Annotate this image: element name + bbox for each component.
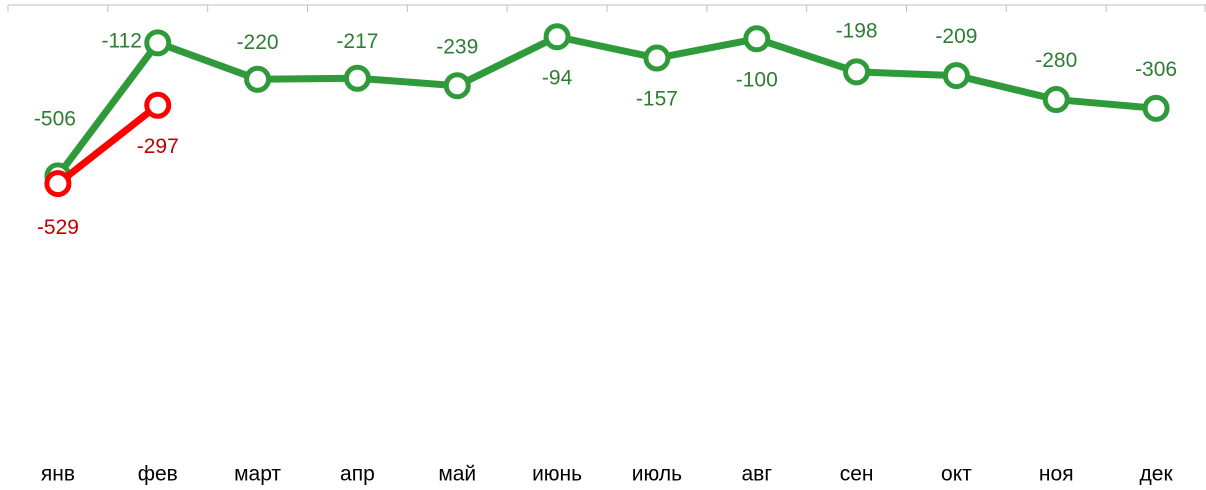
data-point: [543, 23, 571, 51]
data-point: [144, 29, 172, 57]
data-point: [843, 58, 871, 86]
x-tick-label: сен: [840, 463, 874, 486]
data-point: [743, 25, 771, 53]
x-tick-label: авг: [742, 463, 773, 486]
data-label: -217: [336, 30, 378, 53]
data-label: -94: [542, 66, 573, 89]
data-label: -198: [836, 19, 878, 42]
data-point: [1142, 94, 1170, 122]
data-label: -506: [34, 107, 76, 130]
data-label: -209: [935, 25, 977, 48]
data-label: -306: [1135, 58, 1177, 81]
x-tick-label: июнь: [532, 463, 582, 486]
data-label: -100: [736, 68, 778, 91]
data-label: -220: [237, 31, 279, 54]
data-point: [643, 44, 671, 72]
series-line: [55, 102, 160, 187]
data-label: -280: [1035, 49, 1077, 72]
x-tick-label: окт: [941, 463, 972, 486]
data-label: -239: [436, 35, 478, 58]
x-tick-label: дек: [1140, 463, 1174, 486]
data-point: [942, 62, 970, 90]
x-tick-label: янв: [41, 463, 75, 486]
data-label: -112: [102, 29, 142, 52]
x-tick-label: фев: [138, 463, 178, 486]
x-tick-label: ноя: [1039, 463, 1074, 486]
data-point: [44, 170, 72, 198]
data-point: [244, 65, 272, 93]
data-point: [1042, 86, 1070, 114]
x-tick-label: май: [438, 463, 476, 486]
data-label: -157: [636, 88, 678, 111]
data-label: -529: [37, 216, 79, 239]
x-tick-label: март: [234, 463, 281, 486]
data-point: [144, 91, 172, 119]
x-tick-label: апр: [340, 463, 375, 486]
data-point: [343, 64, 371, 92]
data-point: [443, 72, 471, 100]
series-line: [55, 33, 1157, 178]
data-label: -297: [137, 135, 179, 158]
x-tick-label: июль: [632, 463, 682, 486]
